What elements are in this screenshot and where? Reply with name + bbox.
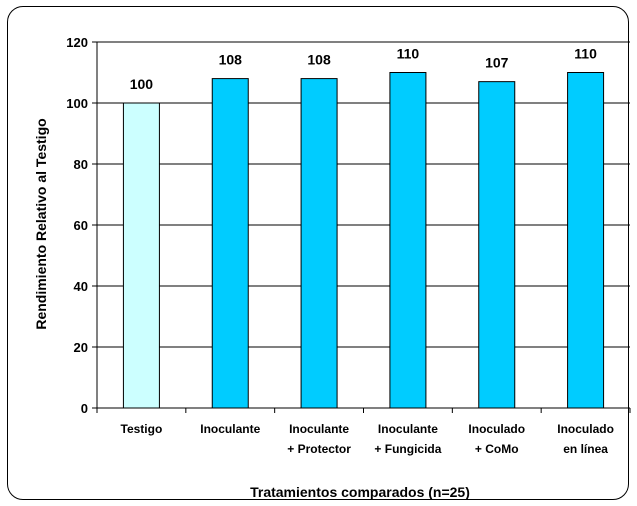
category-label: Inoculante (289, 422, 349, 436)
y-tick-label: 100 (66, 96, 88, 111)
bar (567, 72, 605, 409)
data-label: 100 (130, 76, 154, 92)
y-tick-label: 80 (74, 157, 88, 172)
category-labels: Testigo Inoculante Inoculante + Protector In… (121, 422, 614, 456)
y-tick-label: 20 (74, 340, 88, 355)
bar (478, 81, 516, 409)
data-label: 108 (219, 52, 243, 68)
data-label: 110 (397, 46, 420, 62)
category-label: + Fungicida (374, 442, 441, 456)
y-tick-label: 120 (66, 35, 88, 50)
y-tick-label: 0 (81, 401, 88, 416)
bars (122, 72, 605, 409)
category-label: en línea (563, 442, 608, 456)
y-axis-title: Rendimiento Relativo al Testigo (33, 118, 49, 329)
bar (211, 78, 249, 409)
y-tick-label: 60 (74, 218, 88, 233)
category-label: Inoculante (378, 422, 438, 436)
category-label: Inoculado (468, 422, 525, 436)
axes (92, 41, 631, 413)
category-label: Inoculado (557, 422, 614, 436)
x-axis-title: Tratamientos comparados (n=25) (250, 484, 470, 500)
data-label: 108 (307, 52, 331, 68)
y-tick-label: 40 (74, 279, 88, 294)
y-tick-labels: 0 20 40 60 80 100 120 (66, 35, 88, 416)
category-label: + Protector (287, 442, 351, 456)
bar (122, 102, 160, 409)
category-label: Testigo (121, 422, 163, 436)
gridlines (97, 41, 630, 348)
data-labels: 100 108 108 110 107 110 (130, 46, 597, 93)
bar (389, 72, 427, 409)
data-label: 110 (574, 46, 597, 62)
bar (300, 78, 338, 409)
category-label: Inoculante (200, 422, 260, 436)
category-label: + CoMo (475, 442, 519, 456)
data-label: 107 (485, 55, 509, 71)
